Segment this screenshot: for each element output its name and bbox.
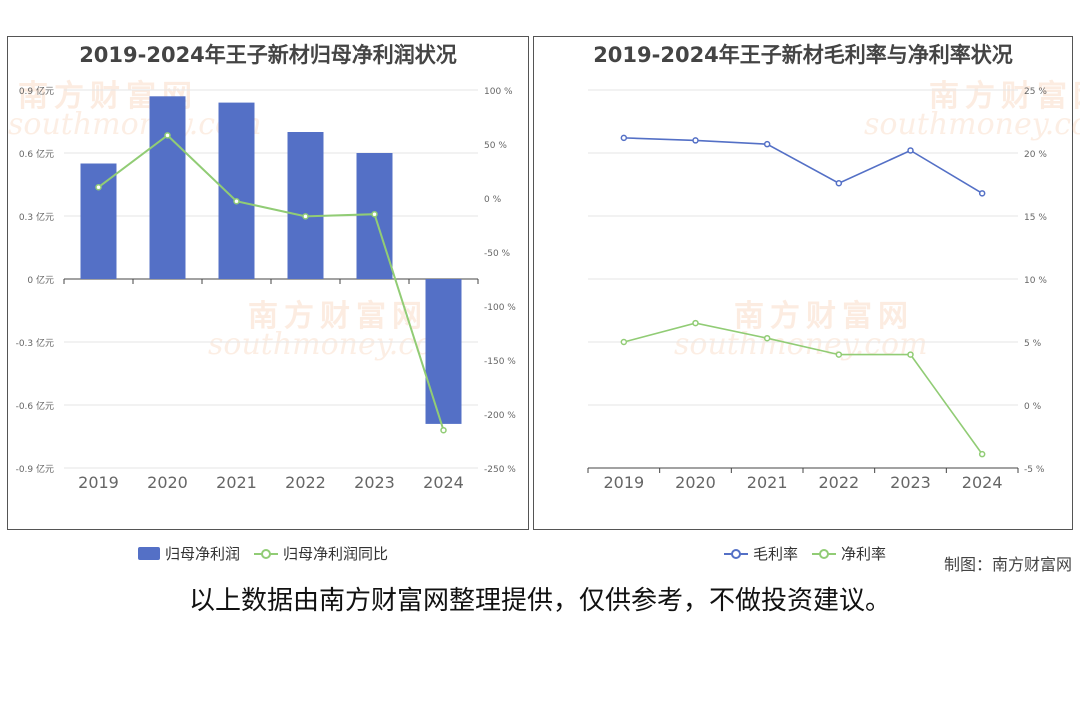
- margin-chart-panel: 2019-2024年王子新材毛利率与净利率状况 南方财富网 southmoney…: [533, 36, 1080, 563]
- data-point: [763, 140, 771, 148]
- series-line: [623, 137, 983, 195]
- data-point: [302, 213, 309, 220]
- series-line: [97, 134, 445, 431]
- x-tick-label: 2020: [147, 473, 188, 492]
- x-tick-label: 2023: [354, 473, 395, 492]
- y2-tick-label: 0 %: [484, 195, 502, 205]
- data-point: [907, 147, 914, 154]
- data-point: [692, 137, 699, 144]
- bar: [80, 163, 117, 279]
- y-tick-label: -5 %: [1024, 465, 1045, 475]
- net-profit-chart: 0.9 亿元 0.6 亿元 0.3 亿元 0 亿元 -0.3 亿元 -0.6 亿元 -0.9…: [16, 85, 517, 492]
- x-tick-label: 2021: [747, 473, 788, 492]
- y-tick-label: 0.3 亿元: [19, 211, 54, 223]
- chart-title: 2019-2024年王子新材毛利率与净利率状况: [593, 43, 1013, 67]
- y-tick-label: 5 %: [1024, 339, 1042, 349]
- legend-line-swatch: [812, 548, 837, 559]
- chart-legend: 毛利率 净利率: [724, 543, 886, 564]
- bar: [149, 96, 186, 279]
- y-tick-label: 20 %: [1024, 150, 1047, 160]
- data-point: [692, 319, 699, 327]
- y2-tick-label: -200 %: [484, 411, 516, 421]
- y2-tick-label: -100 %: [484, 303, 516, 313]
- y-tick-label: -0.9 亿元: [16, 463, 54, 475]
- x-tick-label: 2020: [675, 473, 716, 492]
- disclaimer-text: 以上数据由南方财富网整理提供，仅供参考，不做投资建议。: [188, 586, 891, 616]
- bar: [218, 102, 255, 279]
- y2-tick-label: 50 %: [484, 141, 507, 151]
- data-point: [164, 132, 171, 139]
- x-tick-label: 2024: [962, 473, 1003, 492]
- data-point: [978, 190, 986, 197]
- legend-item[interactable]: 归母净利润同比: [254, 543, 388, 564]
- legend-item[interactable]: 毛利率: [724, 543, 798, 564]
- x-tick-label: 2024: [423, 473, 464, 492]
- legend-line-swatch: [724, 548, 748, 559]
- y-tick-label: 10 %: [1024, 276, 1047, 286]
- x-tick-label: 2019: [603, 473, 644, 492]
- data-point: [907, 351, 914, 358]
- legend-label: 毛利率: [753, 545, 799, 563]
- y-tick-label: -0.6 亿元: [16, 400, 54, 412]
- y-tick-label: 15 %: [1024, 213, 1047, 223]
- data-point: [978, 450, 986, 458]
- data-point: [371, 210, 378, 218]
- margin-chart: 25 % 20 % 15 % 10 % 5 % 0 % -5 % 2019 2020 2021 20…: [587, 87, 1047, 492]
- y2-tick-label: -250 %: [484, 465, 516, 475]
- y2-tick-label: -150 %: [484, 357, 516, 367]
- x-tick-label: 2023: [890, 473, 931, 492]
- chart-title: 2019-2024年王子新材归母净利润状况: [79, 43, 457, 67]
- x-tick-label: 2022: [285, 473, 326, 492]
- data-point: [763, 334, 771, 342]
- y2-tick-label: -50 %: [484, 249, 511, 259]
- y-tick-label: 0.6 亿元: [19, 148, 54, 160]
- data-point: [835, 179, 843, 187]
- data-point: [95, 183, 102, 191]
- legend-item[interactable]: 归母净利润: [138, 543, 240, 564]
- legend-label: 净利率: [841, 545, 887, 563]
- legend-label: 归母净利润: [165, 545, 241, 563]
- chart-credit: 制图：南方财富网: [943, 555, 1072, 574]
- series-line: [623, 322, 983, 455]
- data-point: [620, 134, 628, 142]
- net-profit-chart-panel: 2019-2024年王子新材归母净利润状况 南方财富网 southmoney.c…: [7, 36, 529, 563]
- data-point: [620, 338, 628, 346]
- y-tick-label: -0.3 亿元: [16, 337, 54, 349]
- y2-tick-label: 100 %: [484, 87, 513, 97]
- x-tick-label: 2019: [78, 473, 119, 492]
- bar: [425, 279, 462, 424]
- legend-item[interactable]: 净利率: [812, 543, 886, 564]
- x-tick-label: 2021: [216, 473, 257, 492]
- chart-legend: 归母净利润 归母净利润同比: [138, 543, 388, 564]
- y-tick-label: 25 %: [1024, 87, 1047, 97]
- data-point: [440, 426, 447, 434]
- y-tick-label: 0 亿元: [27, 274, 54, 286]
- y-tick-label: 0.9 亿元: [19, 85, 54, 97]
- data-point: [835, 351, 843, 358]
- data-point: [233, 197, 240, 205]
- bar: [287, 132, 324, 279]
- legend-line-swatch: [254, 548, 279, 559]
- legend-bar-swatch: [138, 547, 160, 560]
- y-tick-label: 0 %: [1024, 402, 1042, 412]
- legend-label: 归母净利润同比: [283, 545, 389, 563]
- x-tick-label: 2022: [818, 473, 859, 492]
